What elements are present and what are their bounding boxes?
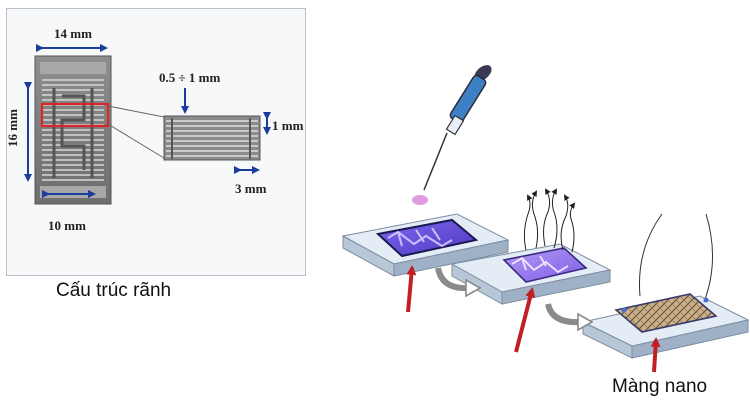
substrate-1	[341, 213, 510, 277]
nano-film-caption: Màng nano	[612, 376, 708, 397]
sensor-chip-image	[34, 55, 112, 205]
zoom-line-top	[107, 105, 165, 118]
flow-arrow-1-head	[465, 278, 482, 298]
zoomed-groove-detail	[163, 115, 261, 161]
flow-arrow-2	[545, 303, 583, 326]
substrate-3	[581, 213, 750, 359]
dim-gap-label: 0.5 ÷ 1 mm	[159, 70, 221, 85]
flow-arrow-2-head	[577, 312, 594, 332]
indicator-arrow-2	[514, 287, 536, 353]
indicator-arrow-1	[406, 265, 417, 313]
zoom-line-bottom	[107, 123, 165, 159]
dim-height-label: 16 mm	[4, 109, 20, 147]
indicator-arrow-3	[650, 337, 661, 373]
dim-bottom-label: 10 mm	[48, 218, 86, 233]
highlight-box	[40, 102, 110, 128]
evaporation-arrows	[523, 188, 576, 253]
dim-width-label: 14 mm	[54, 26, 92, 41]
pipette-icon	[412, 65, 492, 205]
groove-structure-caption: Cấu trúc rãnh	[56, 280, 172, 301]
dim-small-bottom-label: 3 mm	[235, 181, 267, 196]
dim-right-label: 1 mm	[272, 118, 304, 133]
